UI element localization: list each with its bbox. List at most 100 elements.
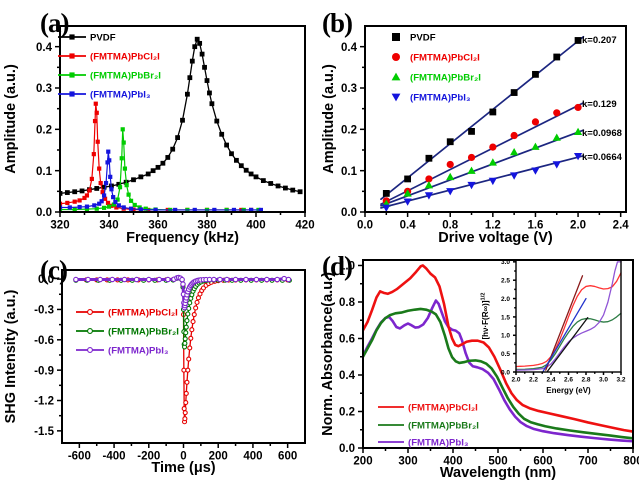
series-(FMTMA)PbBr₂I xyxy=(362,307,634,440)
svg-text:2.0: 2.0 xyxy=(511,377,520,384)
legend-label: (FMTMA)PbI₃ xyxy=(410,92,470,103)
svg-text:400: 400 xyxy=(443,456,462,468)
chart-d-inset-container: 2.0 2.2 2.4 2.6 2.8 3.0 3.2 0.0 0.5 1.0 1.5 2.0 2.5 3… xyxy=(480,251,639,401)
x-axis-label: Drive voltage (V) xyxy=(438,230,553,245)
svg-text:0.8: 0.8 xyxy=(339,297,356,309)
x-axis-label: Wavelength (nm) xyxy=(440,465,556,481)
svg-text:0.8: 0.8 xyxy=(442,220,459,232)
chart-c: -600 -400 -200 0 200 400 600 0.0 -0.3 -0.6 -0.9 -1.… xyxy=(3,269,306,476)
svg-text:-0.3: -0.3 xyxy=(34,305,54,317)
svg-text:2.6: 2.6 xyxy=(564,377,573,384)
legend-label: (FMTMA)PbBr₂I xyxy=(90,70,161,81)
panel-c-label: (c) xyxy=(40,255,68,285)
y-axis-label: SHG Intensity (a.u.) xyxy=(3,289,19,423)
svg-text:2.4: 2.4 xyxy=(546,377,555,384)
y-axis-label: [hν·F(R∞)]1/2 xyxy=(481,292,490,339)
series-fit-PbI3 xyxy=(380,154,585,209)
svg-text:0.0: 0.0 xyxy=(341,207,357,219)
legend-label: (FMTMA)PbBr₂I xyxy=(410,72,481,83)
svg-text:2.4: 2.4 xyxy=(613,220,630,232)
svg-text:1.2: 1.2 xyxy=(485,220,501,232)
svg-text:-600: -600 xyxy=(68,451,91,463)
series-fit-PbBr2I xyxy=(380,129,585,207)
series-group-a xyxy=(59,36,303,213)
panel-d: (d) 200 300 400 500 600 700 800 0.0 0.2 0.4 0.6 0.8… xyxy=(320,245,639,490)
legend-label: (FMTMA)PbCl₂I xyxy=(410,52,480,63)
series-(FMTMA)PbI₃ xyxy=(382,153,583,212)
svg-text:300: 300 xyxy=(398,456,417,468)
svg-text:1.6: 1.6 xyxy=(527,220,543,232)
svg-text:500: 500 xyxy=(488,456,507,468)
chart-a: 320 340 360 380 400 420 0.0 0.1 0.2 0.3 0.4 Frequen… xyxy=(3,25,315,245)
x-axis-label: Frequency (kHz) xyxy=(126,230,239,245)
svg-text:320: 320 xyxy=(50,220,69,232)
series-(FMTMA)PbCl₂I xyxy=(362,264,634,433)
svg-text:0.4: 0.4 xyxy=(341,42,358,54)
y-axis-label: Amplitude (a.u.) xyxy=(3,64,19,174)
annotation: k=0.129 xyxy=(582,99,617,110)
svg-text:2.5: 2.5 xyxy=(501,278,510,285)
series-tangent-PbI3 xyxy=(542,297,587,372)
series-(FMTMA)PbCl₂I xyxy=(59,101,254,213)
annotation: k=0.0664 xyxy=(582,152,623,163)
svg-text:400: 400 xyxy=(243,451,262,463)
series-PVDF xyxy=(59,36,303,196)
legend-label: (FMTMA)PbCl₂I xyxy=(408,402,478,413)
svg-text:3.0: 3.0 xyxy=(599,377,608,384)
legend-label: (FMTMA)PbI₃ xyxy=(408,437,468,448)
x-axis-label: Energy (eV) xyxy=(546,386,591,395)
ticks xyxy=(358,264,634,453)
svg-text:0.4: 0.4 xyxy=(339,370,356,382)
legend-label: PVDF xyxy=(410,32,436,43)
svg-text:0.4: 0.4 xyxy=(400,220,417,232)
legend-label: (FMTMA)PbI₃ xyxy=(108,345,168,356)
series-(FMTMA)PbI₃ xyxy=(73,274,292,311)
svg-text:0.2: 0.2 xyxy=(341,124,357,136)
svg-text:200: 200 xyxy=(209,451,228,463)
svg-text:0.2: 0.2 xyxy=(339,407,355,419)
y-axis-label: Norm. Absorbance(a.u.) xyxy=(320,272,336,436)
panel-d-label: (d) xyxy=(322,251,353,281)
svg-text:0.3: 0.3 xyxy=(341,83,357,95)
svg-text:0.3: 0.3 xyxy=(36,83,52,95)
chart-b: 0.0 0.4 0.8 1.2 1.6 2.0 2.4 0.0 0.1 0.2 0.3 0.4 Driv… xyxy=(321,25,630,245)
svg-text:1.0: 1.0 xyxy=(339,261,355,273)
ticks xyxy=(360,45,622,217)
series-(FMTMA)PbCl₂I-tauc xyxy=(515,272,622,368)
series-tangent-PbBr2I xyxy=(546,317,589,372)
series-PVDF xyxy=(382,37,582,197)
chart-d: 200 300 400 500 600 700 800 0.0 0.2 0.4 0.6 0.8 1.0 W… xyxy=(320,259,639,481)
svg-text:380: 380 xyxy=(197,220,216,232)
svg-text:0.0: 0.0 xyxy=(357,220,373,232)
svg-text:0.5: 0.5 xyxy=(501,351,510,358)
svg-text:0.1: 0.1 xyxy=(341,166,358,178)
legend-c: (FMTMA)PbCl₂I (FMTMA)PbBr₂I (FMTMA)PbI₃ xyxy=(76,307,179,356)
svg-text:360: 360 xyxy=(148,220,167,232)
legend-d: (FMTMA)PbCl₂I (FMTMA)PbBr₂I (FMTMA)PbI₃ xyxy=(378,402,479,448)
svg-text:1.0: 1.0 xyxy=(501,333,510,340)
series-group-d xyxy=(362,264,634,443)
svg-text:0.0: 0.0 xyxy=(339,443,355,455)
ticks xyxy=(57,278,289,448)
panel-b-label: (b) xyxy=(322,8,353,38)
svg-text:600: 600 xyxy=(533,456,552,468)
panel-c: (c) -600 -400 -200 0 200 400 600 0.0 -0.3 -0.6 -0.… xyxy=(0,245,320,490)
svg-text:800: 800 xyxy=(623,456,639,468)
svg-text:420: 420 xyxy=(295,220,314,232)
annotation: k=0.207 xyxy=(582,35,617,46)
legend-label: (FMTMA)PbCl₂I xyxy=(108,307,178,318)
ticks xyxy=(55,45,306,217)
plot-box xyxy=(364,25,627,213)
svg-text:400: 400 xyxy=(246,220,265,232)
svg-text:-0.6: -0.6 xyxy=(34,335,54,347)
svg-text:340: 340 xyxy=(99,220,118,232)
panel-a: (a) 320 340 360 380 400 420 0.0 0.1 0.2 0.3 0.4 Fre… xyxy=(0,0,320,245)
legend-a: PVDF (FMTMA)PbCl₂I (FMTMA)PbBr₂I (FMTMA)PbI… xyxy=(58,32,161,100)
svg-text:0.2: 0.2 xyxy=(36,124,52,136)
svg-text:-200: -200 xyxy=(137,451,160,463)
svg-text:0.4: 0.4 xyxy=(36,42,53,54)
svg-text:3.0: 3.0 xyxy=(501,259,510,266)
series-tangent-PbCl2I xyxy=(545,275,584,371)
series-(FMTMA)PbI₃ xyxy=(362,299,634,443)
series-(FMTMA)PbBr₂I-tauc xyxy=(515,312,622,371)
